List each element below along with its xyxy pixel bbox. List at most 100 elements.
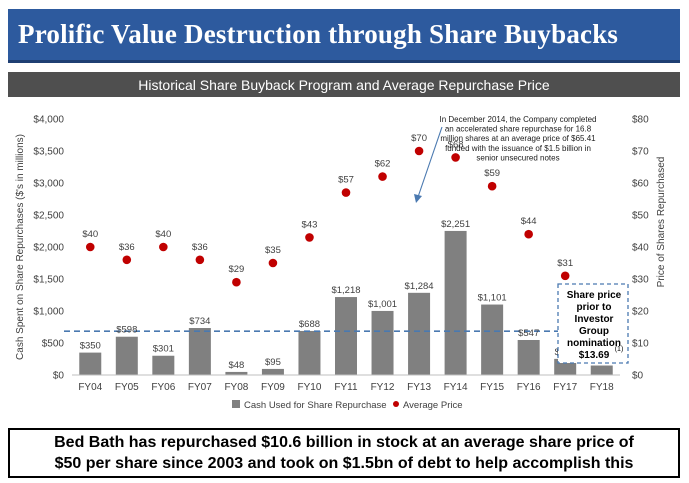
share-price-box-line: $13.69 xyxy=(579,350,610,361)
x-tick-label: FY06 xyxy=(151,382,175,393)
price-point-fy06 xyxy=(159,242,168,252)
price-point-fy12 xyxy=(378,172,387,181)
bar-value-label: $734 xyxy=(189,316,210,327)
price-value-label: $59 xyxy=(484,168,500,179)
chart-subtitle-bar: Historical Share Buyback Program and Ave… xyxy=(8,72,680,97)
bar-fy10 xyxy=(298,330,321,375)
price-point-fy08 xyxy=(232,277,241,287)
bar-fy18 xyxy=(590,365,613,375)
share-price-box-line: Investor xyxy=(575,314,614,325)
x-tick-label: FY15 xyxy=(480,382,504,393)
bar-value-label: $598 xyxy=(116,325,137,336)
bar-value-label: $1,218 xyxy=(331,285,360,296)
bar-fy15 xyxy=(481,304,504,375)
x-tick-label: FY08 xyxy=(224,382,248,393)
y-tick-label: $1,000 xyxy=(33,307,64,318)
price-point-fy09 xyxy=(268,258,278,268)
y-tick-label: $4,000 xyxy=(33,115,64,126)
legend-bar-swatch xyxy=(232,400,240,408)
price-value-label: $40 xyxy=(82,229,98,240)
x-tick-label: FY10 xyxy=(298,382,322,393)
bar-fy08 xyxy=(225,371,248,375)
bar-fy13 xyxy=(408,292,431,375)
price-point-fy04 xyxy=(85,242,95,252)
y2-tick-label: $40 xyxy=(632,243,649,254)
x-tick-label: FY05 xyxy=(115,382,139,393)
price-value-label: $35 xyxy=(265,245,281,256)
summary-line-1: Bed Bath has repurchased $10.6 billion i… xyxy=(54,434,634,451)
bar-value-label: $1,001 xyxy=(368,299,397,310)
share-price-box-line: Group xyxy=(579,326,609,337)
page-title: Prolific Value Destruction through Share… xyxy=(18,19,619,49)
y-tick-label: $1,500 xyxy=(33,275,64,286)
price-value-label: $29 xyxy=(228,264,244,275)
y2-tick-label: $80 xyxy=(632,115,649,126)
chart-subtitle: Historical Share Buyback Program and Ave… xyxy=(138,76,550,93)
fy14-note-line: million shares at an average price of $6… xyxy=(440,134,596,143)
fy14-note-line: In December 2014, the Company completed xyxy=(440,115,597,124)
bar-fy16 xyxy=(517,339,540,375)
x-tick-label: FY16 xyxy=(517,382,541,393)
y-axis-title: Cash Spent on Share Repurchases ($'s in … xyxy=(15,134,26,360)
x-tick-label: FY09 xyxy=(261,382,285,393)
summary-line-2: $50 per share since 2003 and took on $1.… xyxy=(54,455,634,472)
bar-fy11 xyxy=(335,297,357,375)
y2-tick-label: $60 xyxy=(632,179,649,190)
annotation-arrow-line xyxy=(417,126,443,198)
price-point-fy13 xyxy=(414,146,424,156)
fy14-note-line: an accelerated share repurchase for 16.8 xyxy=(445,125,592,134)
price-value-label: $36 xyxy=(192,242,208,253)
x-tick-label: FY11 xyxy=(334,382,358,393)
price-point-fy10 xyxy=(305,233,314,242)
share-price-box-line: Share price xyxy=(567,290,622,301)
share-price-box-line: prior to xyxy=(577,302,612,313)
bar-fy05 xyxy=(115,336,138,375)
title-banner: Prolific Value Destruction through Share… xyxy=(8,9,680,63)
bar-value-label: $301 xyxy=(153,344,174,355)
legend-price-label: Average Price xyxy=(403,400,463,411)
price-point-fy15 xyxy=(487,181,497,191)
price-point-fy11 xyxy=(341,188,351,197)
price-value-label: $40 xyxy=(155,229,171,240)
price-point-fy16 xyxy=(524,229,533,239)
price-value-label: $62 xyxy=(375,159,391,170)
bar-fy04 xyxy=(79,352,102,375)
bar-value-label: $688 xyxy=(299,319,320,330)
bar-value-label: $1,101 xyxy=(478,293,507,304)
share-price-box xyxy=(557,283,629,364)
y2-tick-label: $10 xyxy=(632,339,649,350)
footnote-marker: (1) xyxy=(615,346,624,353)
bar-value-label: $350 xyxy=(80,341,101,352)
bar-value-label: $2,251 xyxy=(441,219,470,230)
bar-value-label: $547 xyxy=(518,328,539,339)
y-tick-label: $3,500 xyxy=(33,147,64,158)
x-tick-label: FY14 xyxy=(444,382,468,393)
bar-value-label: $1,284 xyxy=(405,281,434,292)
y-tick-label: $2,500 xyxy=(33,211,64,222)
annotation-arrow-head xyxy=(414,194,422,203)
x-tick-label: FY13 xyxy=(407,382,431,393)
y-tick-label: $2,000 xyxy=(33,243,64,254)
bar-fy07 xyxy=(188,328,211,375)
y2-tick-label: $30 xyxy=(632,275,649,286)
y-tick-label: $0 xyxy=(53,371,65,382)
bar-value-label: $48 xyxy=(228,360,244,371)
x-tick-label: FY04 xyxy=(78,382,102,393)
share-price-box-line: nomination xyxy=(567,338,621,349)
bar-fy12 xyxy=(371,310,394,375)
x-tick-label: FY07 xyxy=(188,382,212,393)
price-value-label: $70 xyxy=(411,133,427,144)
x-tick-label: FY18 xyxy=(590,382,614,393)
y2-tick-label: $50 xyxy=(632,211,649,222)
bar-fy14 xyxy=(444,230,467,375)
price-value-label: $68 xyxy=(448,139,464,150)
x-tick-label: FY12 xyxy=(371,382,395,393)
y2-tick-label: $70 xyxy=(632,147,649,158)
price-value-label: $43 xyxy=(302,219,318,230)
price-value-label: $44 xyxy=(521,216,537,227)
y-tick-label: $3,000 xyxy=(33,179,64,190)
bar-value-label: $95 xyxy=(265,357,281,368)
price-point-fy05 xyxy=(122,255,132,265)
fy14-note-line: funded with the issuance of $1.5 billion… xyxy=(445,144,591,153)
x-tick-label: FY17 xyxy=(553,382,577,393)
